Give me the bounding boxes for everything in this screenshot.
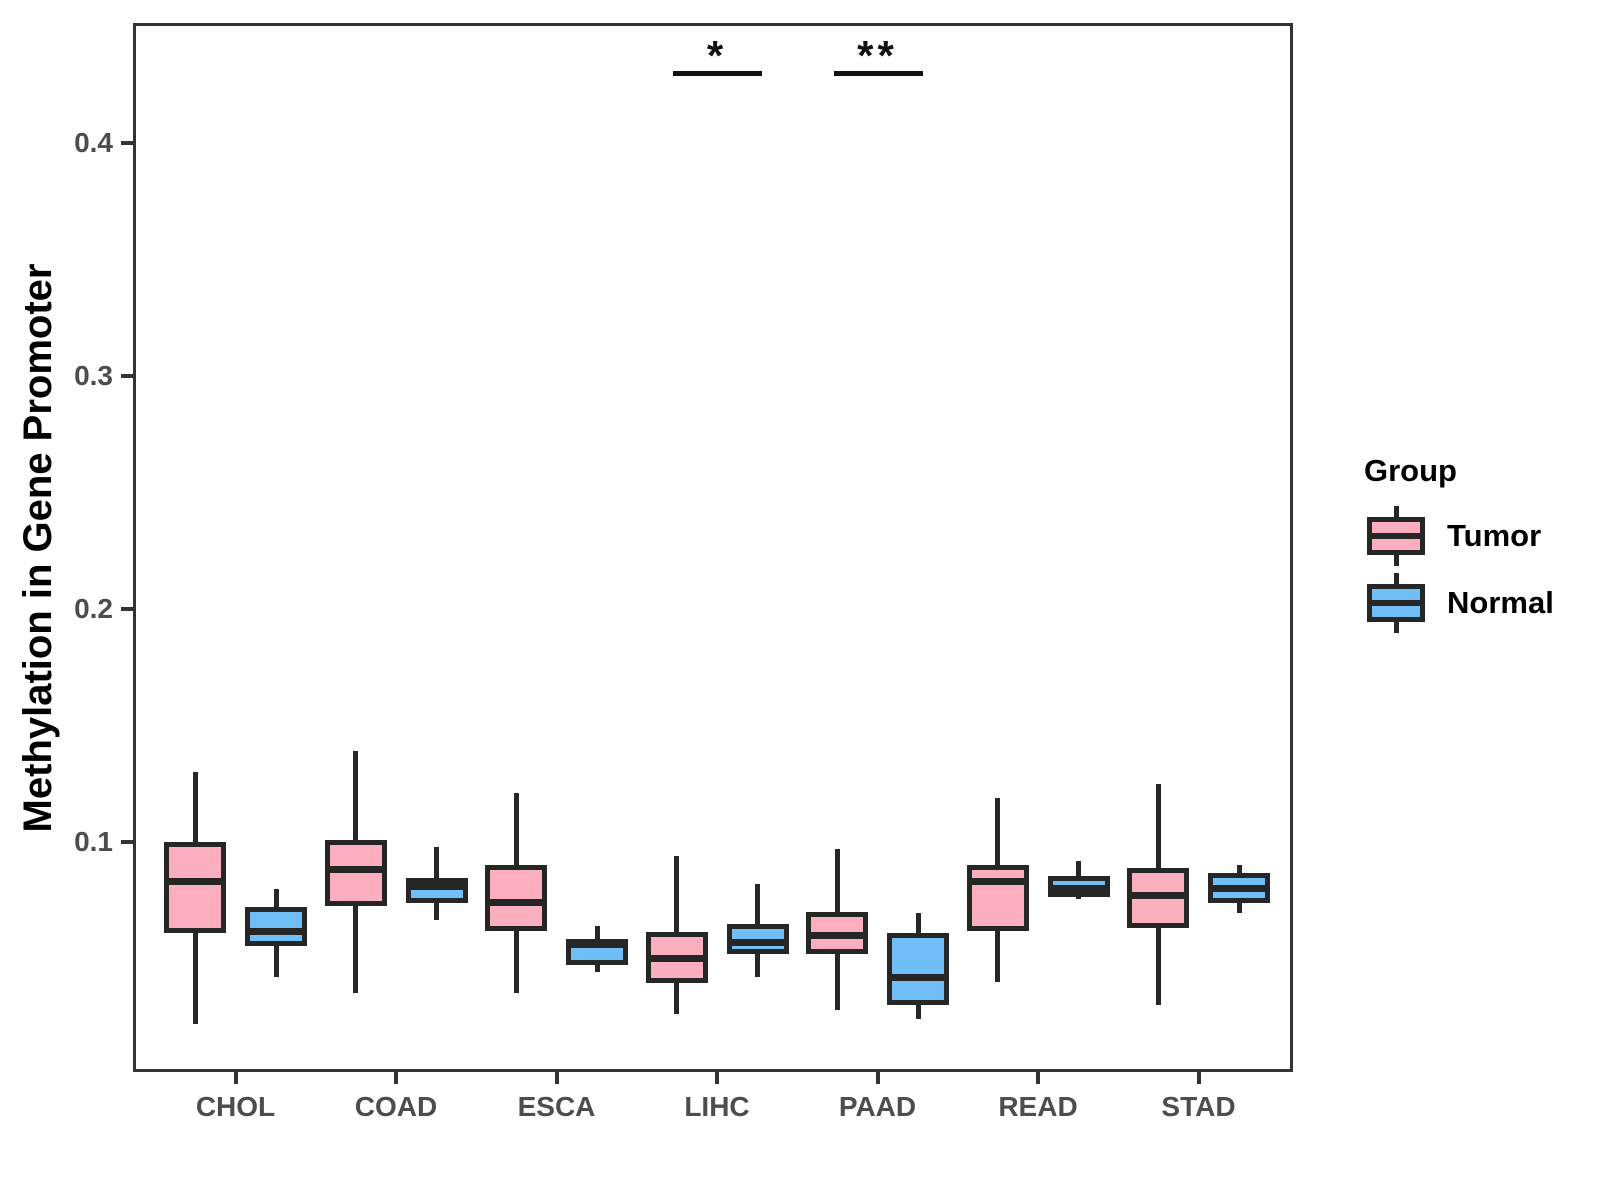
y-tick-mark bbox=[121, 374, 133, 378]
median-normal-LIHC bbox=[731, 938, 784, 946]
y-tick-label: 0.2 bbox=[74, 593, 113, 624]
median-normal-PAAD bbox=[892, 973, 944, 981]
median-tumor-READ bbox=[971, 878, 1024, 886]
y-tick-mark bbox=[121, 141, 133, 145]
box-normal-PAAD bbox=[887, 932, 949, 1006]
x-tick-mark bbox=[233, 1072, 238, 1084]
x-tick-label: CHOL bbox=[195, 1091, 276, 1122]
legend-item-label: Normal bbox=[1447, 585, 1554, 620]
median-tumor-CHOL bbox=[169, 878, 221, 886]
box-tumor-CHOL bbox=[164, 842, 226, 933]
x-tick-label: LIHC bbox=[684, 1091, 750, 1122]
x-tick-mark bbox=[554, 1072, 559, 1084]
legend-glyph-median bbox=[1372, 600, 1420, 606]
legend: Group Tumor Normal bbox=[1332, 446, 1592, 666]
legend-glyph-median bbox=[1372, 533, 1420, 539]
x-tick-label: STAD bbox=[1161, 1091, 1236, 1122]
x-tick-mark bbox=[875, 1072, 880, 1084]
median-normal-ESCA bbox=[571, 941, 623, 949]
significance-bar-paad bbox=[833, 71, 923, 76]
median-tumor-LIHC bbox=[650, 955, 703, 962]
legend-item-normal: Normal bbox=[1332, 571, 1592, 635]
significance-label-lihc: * bbox=[706, 32, 728, 79]
box-normal-COAD bbox=[405, 878, 468, 903]
x-tick-mark bbox=[1196, 1072, 1201, 1084]
y-tick-label: 0.1 bbox=[74, 826, 113, 857]
legend-items: Tumor Normal bbox=[1332, 504, 1592, 664]
x-tick-label: PAAD bbox=[838, 1091, 917, 1122]
median-normal-READ bbox=[1052, 885, 1105, 893]
median-normal-CHOL bbox=[250, 928, 302, 936]
y-tick-label: 0.4 bbox=[74, 127, 113, 158]
x-tick-mark bbox=[715, 1072, 719, 1084]
y-tick-label: 0.3 bbox=[74, 360, 113, 391]
median-tumor-PAAD bbox=[811, 931, 863, 939]
x-tick-mark bbox=[1036, 1072, 1040, 1084]
x-tick-label: COAD bbox=[354, 1091, 438, 1122]
median-tumor-COAD bbox=[329, 866, 382, 874]
significance-label-paad: ** bbox=[857, 32, 898, 79]
median-normal-COAD bbox=[410, 882, 463, 890]
box-normal-CHOL bbox=[245, 907, 307, 946]
legend-item-tumor: Tumor bbox=[1332, 504, 1592, 568]
median-tumor-ESCA bbox=[490, 899, 542, 907]
significance-bar-lihc bbox=[673, 71, 762, 76]
x-tick-mark bbox=[394, 1072, 398, 1084]
x-tick-label: READ bbox=[998, 1091, 1078, 1122]
x-tick-label: ESCA bbox=[517, 1091, 596, 1122]
box-tumor-ESCA bbox=[485, 865, 547, 931]
plot-panel bbox=[133, 23, 1293, 1072]
box-tumor-READ bbox=[966, 865, 1029, 931]
median-normal-STAD bbox=[1213, 885, 1265, 893]
legend-item-label: Tumor bbox=[1447, 518, 1542, 553]
y-tick-mark bbox=[121, 607, 133, 611]
legend-title: Group bbox=[1364, 453, 1457, 488]
median-tumor-STAD bbox=[1132, 892, 1184, 900]
y-tick-mark bbox=[121, 840, 133, 844]
